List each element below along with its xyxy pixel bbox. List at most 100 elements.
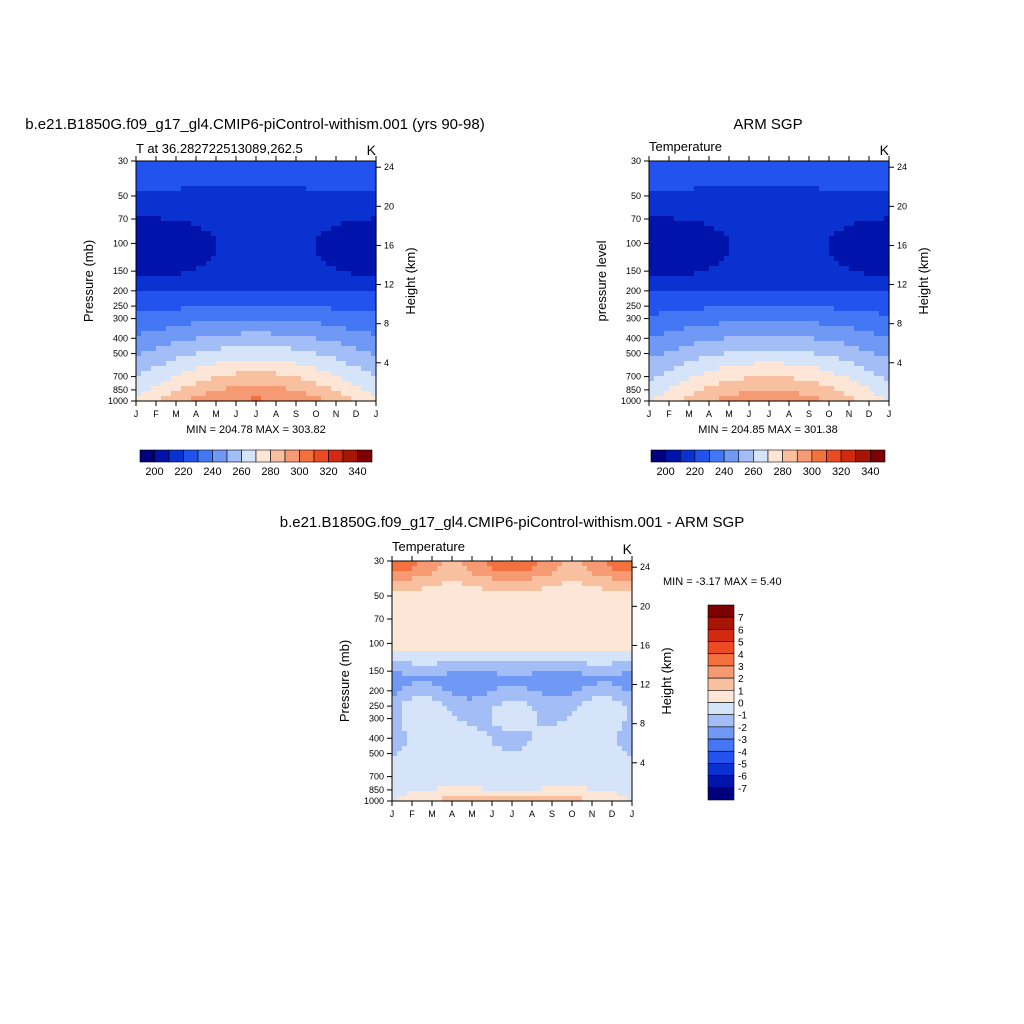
field-cell [874,376,880,382]
field-cell [226,381,232,387]
field-cell [744,351,750,357]
field-cell [704,341,710,347]
field-cell [231,251,237,257]
field-cell [719,261,725,267]
field-cell [674,301,680,307]
field-cell [186,226,192,232]
field-cell [366,176,372,182]
field-cell [699,281,705,287]
field-cell [859,296,865,302]
field-cell [649,376,655,382]
field-cell [136,271,142,277]
field-cell [326,381,332,387]
field-cell [276,346,282,352]
field-cell [316,386,322,392]
field-cell [291,206,297,212]
field-cell [251,311,257,317]
field-cell [694,181,700,187]
field-cell [211,381,217,387]
field-cell [744,261,750,267]
field-cell [864,186,870,192]
y-tick-label: 150 [626,266,641,276]
field-cell [679,326,685,332]
field-cell [649,271,655,277]
field-cell [176,256,182,262]
field-cell [346,371,352,377]
field-cell [351,161,357,167]
field-cell [326,356,332,362]
field-cell [799,276,805,282]
field-cell [694,316,700,322]
field-cell [729,236,735,242]
field-cell [659,171,665,177]
field-cell [256,236,262,242]
field-cell [774,286,780,292]
field-cell [261,271,267,277]
field-cell [226,286,232,292]
field-cell [256,226,262,232]
field-cell [864,331,870,337]
field-cell [226,361,232,367]
field-cell [206,376,212,382]
field-cell [156,326,162,332]
field-cell [221,191,227,197]
field-cell [754,211,760,217]
field-cell [166,321,172,327]
field-cell [351,361,357,367]
field-cell [729,336,735,342]
field-cell [361,201,367,207]
field-cell [749,241,755,247]
field-cell [156,266,162,272]
field-cell [864,386,870,392]
field-cell [271,286,277,292]
field-cell [251,321,257,327]
y-tick-label: 400 [626,333,641,343]
field-cell [664,216,670,222]
field-cell [271,371,277,377]
field-cell [874,206,880,212]
field-cell [241,181,247,187]
field-cell [341,186,347,192]
field-cell [699,396,705,402]
field-cell [286,166,292,172]
field-cell [236,386,242,392]
field-cell [714,221,720,227]
field-cell [879,251,885,257]
field-cell [864,221,870,227]
field-cell [879,376,885,382]
field-cell [351,316,357,322]
field-cell [764,341,770,347]
field-cell [316,301,322,307]
field-cell [341,286,347,292]
field-cell [226,311,232,317]
field-cell [849,266,855,272]
field-cell [679,236,685,242]
field-cell [291,351,297,357]
field-cell [166,316,172,322]
field-cell [844,191,850,197]
field-cell [729,311,735,317]
field-cell [769,191,775,197]
field-cell [361,236,367,242]
field-cell [306,216,312,222]
field-cell [211,331,217,337]
field-cell [764,201,770,207]
field-cell [346,346,352,352]
field-cell [689,191,695,197]
field-cell [799,331,805,337]
field-cell [734,396,740,402]
field-cell [136,301,142,307]
field-cell [799,356,805,362]
x-tick-label: J [747,409,752,419]
field-cell [221,391,227,397]
field-cell [286,396,292,402]
field-cell [659,376,665,382]
field-cell [869,191,875,197]
field-cell [714,386,720,392]
field-cell [669,381,675,387]
field-cell [261,306,267,312]
field-cell [674,196,680,202]
field-cell [669,171,675,177]
field-cell [316,266,322,272]
field-cell [407,636,413,642]
